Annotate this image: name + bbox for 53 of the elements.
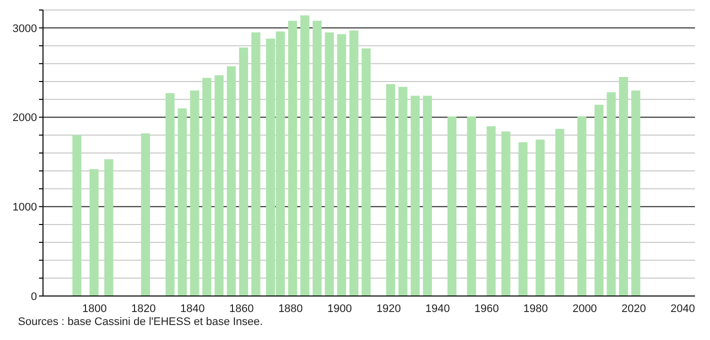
- bar: [324, 32, 334, 296]
- bar: [349, 30, 358, 296]
- bar: [312, 20, 322, 296]
- x-tick-label: 2020: [621, 302, 646, 315]
- bar: [422, 96, 432, 296]
- bar: [141, 133, 150, 296]
- bar: [447, 116, 456, 296]
- y-tick-label: 2000: [12, 112, 37, 124]
- bar: [555, 128, 564, 296]
- x-tick-label: 1800: [82, 302, 107, 315]
- bar: [536, 140, 545, 296]
- bar: [166, 93, 175, 296]
- bar: [190, 90, 200, 296]
- bar: [90, 169, 99, 296]
- bar: [300, 15, 310, 296]
- bar: [398, 86, 408, 296]
- bar: [410, 96, 420, 296]
- bar: [288, 20, 298, 296]
- bar: [104, 159, 114, 296]
- bar: [386, 84, 396, 296]
- bar: [594, 104, 604, 296]
- x-tick-label: 1820: [131, 302, 156, 315]
- x-tick-label: 1980: [523, 302, 548, 315]
- x-tick-label: 1960: [474, 302, 499, 315]
- bar: [631, 90, 640, 296]
- bar: [202, 78, 212, 296]
- x-tick-label: 1920: [376, 302, 401, 315]
- x-tick-label: 1900: [327, 302, 352, 315]
- bar: [501, 132, 510, 296]
- y-tick-label: 3000: [12, 22, 37, 35]
- source-note: Sources : base Cassini de l'EHESS et base Insee.: [18, 316, 264, 328]
- bar: [337, 34, 346, 296]
- bar: [226, 66, 236, 296]
- bar: [214, 75, 224, 296]
- bar: [619, 77, 628, 296]
- bar: [362, 48, 371, 296]
- bar: [486, 126, 496, 296]
- x-tick-label: 1860: [229, 302, 254, 315]
- bar: [251, 32, 260, 296]
- bar: [72, 135, 82, 296]
- x-tick-label: 2000: [572, 302, 597, 315]
- bar: [518, 142, 528, 296]
- bar: [467, 116, 476, 296]
- x-tick-label: 2040: [670, 302, 695, 315]
- x-tick-label: 1940: [425, 302, 450, 315]
- y-tick-label: 1000: [12, 202, 37, 214]
- x-tick-label: 1880: [278, 302, 303, 315]
- x-tick-label: 1840: [180, 302, 205, 315]
- bar: [577, 116, 586, 296]
- bar: [239, 48, 248, 296]
- bar: [606, 92, 616, 296]
- bar: [178, 108, 187, 296]
- y-tick-label: 0: [30, 290, 37, 303]
